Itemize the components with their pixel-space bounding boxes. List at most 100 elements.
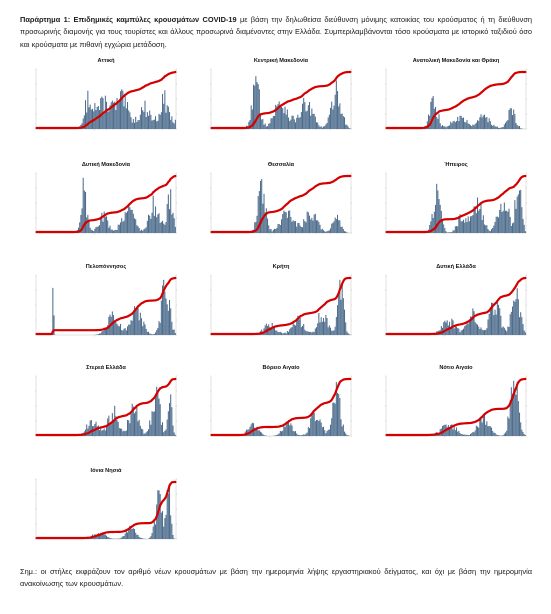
data-bar <box>88 425 90 436</box>
data-bar <box>100 428 102 436</box>
data-bar <box>134 306 136 335</box>
data-bar <box>517 299 519 335</box>
data-bar <box>339 220 341 233</box>
data-bar <box>122 330 124 335</box>
data-bar <box>288 210 290 233</box>
data-bar <box>121 428 123 436</box>
data-bar <box>435 106 437 129</box>
data-bar <box>486 225 488 233</box>
data-bar <box>79 222 81 233</box>
data-bar <box>101 212 103 233</box>
data-bar <box>467 123 469 129</box>
data-bar <box>461 434 463 436</box>
data-bar <box>269 326 271 335</box>
data-bar <box>318 421 320 436</box>
data-bar <box>463 117 465 129</box>
data-bar <box>130 209 132 233</box>
data-bar <box>328 230 330 233</box>
data-bar <box>123 106 125 129</box>
data-bar <box>345 124 347 129</box>
data-bar <box>290 423 292 436</box>
data-bar <box>312 331 314 335</box>
data-bar <box>516 196 518 233</box>
data-bar <box>150 218 152 233</box>
data-bar <box>334 326 336 335</box>
data-bar <box>437 190 439 233</box>
data-bar <box>89 227 91 233</box>
data-bar <box>256 426 258 436</box>
data-bar <box>128 420 130 436</box>
data-bar <box>139 312 141 335</box>
data-bar <box>153 411 155 436</box>
cumulative-line <box>35 174 177 234</box>
data-bar <box>160 112 162 129</box>
data-bar <box>464 121 466 129</box>
data-bar <box>125 330 127 335</box>
data-bar <box>148 331 150 335</box>
data-bar <box>100 217 102 233</box>
data-bar <box>321 427 323 436</box>
data-bar <box>292 430 294 436</box>
data-bar <box>482 115 484 129</box>
data-bar <box>276 330 278 335</box>
data-bar <box>165 221 167 233</box>
data-bar <box>510 225 512 233</box>
data-bar <box>164 430 166 436</box>
data-bar <box>141 107 143 129</box>
data-bar <box>465 218 467 233</box>
data-bar <box>299 117 301 129</box>
data-bar <box>297 434 299 436</box>
data-bar <box>346 434 348 436</box>
data-bar <box>144 228 146 233</box>
data-bar <box>295 221 297 233</box>
data-bar <box>101 430 103 436</box>
data-bar <box>466 222 468 233</box>
data-bar <box>458 430 460 436</box>
data-bar <box>453 328 455 335</box>
data-bar <box>339 103 341 129</box>
data-bar <box>326 431 328 436</box>
data-bar <box>148 214 150 233</box>
data-bar <box>103 428 105 436</box>
data-bar <box>295 122 297 129</box>
data-bar <box>157 392 159 436</box>
data-bar <box>521 429 523 436</box>
data-bar <box>495 216 497 233</box>
data-bar <box>285 333 287 335</box>
data-bar <box>99 225 101 233</box>
data-bar <box>460 115 462 129</box>
data-bar <box>317 323 319 335</box>
data-bar <box>163 432 165 436</box>
data-bar <box>332 222 334 233</box>
data-bar <box>111 100 113 129</box>
data-bar <box>290 216 292 233</box>
panel-title: Κεντρική Μακεδονία <box>254 58 309 64</box>
data-bar <box>115 416 117 436</box>
data-bar <box>132 528 134 539</box>
data-bar <box>503 433 505 436</box>
data-bar <box>507 120 509 129</box>
data-bar <box>125 430 127 436</box>
data-bar <box>491 229 493 233</box>
data-bar <box>460 221 462 233</box>
data-bar <box>477 426 479 436</box>
data-bar <box>342 116 344 129</box>
data-bar <box>120 222 122 233</box>
data-bar <box>94 103 96 129</box>
data-bar <box>328 429 330 436</box>
data-bar <box>127 532 129 539</box>
data-bar <box>173 432 175 436</box>
data-bar <box>499 209 501 233</box>
data-bar <box>90 109 92 129</box>
data-bar <box>152 334 154 335</box>
data-bar <box>153 119 155 129</box>
data-bar <box>291 221 293 233</box>
data-bar <box>460 330 462 335</box>
data-bar <box>158 490 160 539</box>
data-bar <box>296 117 298 129</box>
data-bar <box>149 110 151 129</box>
cumulative-line <box>385 377 527 437</box>
data-bar <box>262 434 264 436</box>
data-bar <box>276 106 278 129</box>
